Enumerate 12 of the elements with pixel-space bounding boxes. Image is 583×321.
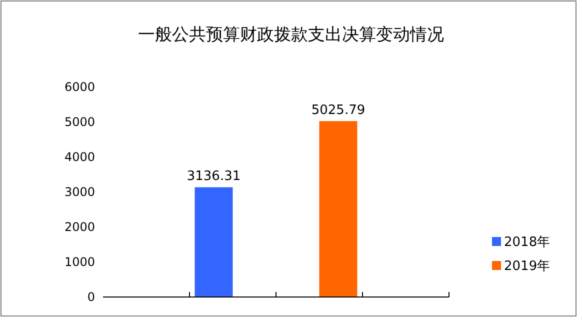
y-tick-label: 2000 [64, 220, 95, 234]
legend-label: 2018年 [504, 235, 550, 250]
y-tick-label: 4000 [64, 150, 95, 164]
data-label: 3136.31 [186, 169, 241, 184]
y-tick-label: 0 [87, 290, 95, 304]
data-label: 5025.79 [311, 103, 366, 118]
y-tick-label: 1000 [64, 255, 95, 269]
legend-label: 2019年 [504, 259, 550, 274]
y-tick-label: 5000 [64, 115, 95, 129]
y-tick-label: 3000 [64, 185, 95, 199]
chart-title: 一般公共预算财政拨款支出决算变动情况 [138, 25, 444, 45]
y-tick-label: 6000 [64, 80, 95, 94]
